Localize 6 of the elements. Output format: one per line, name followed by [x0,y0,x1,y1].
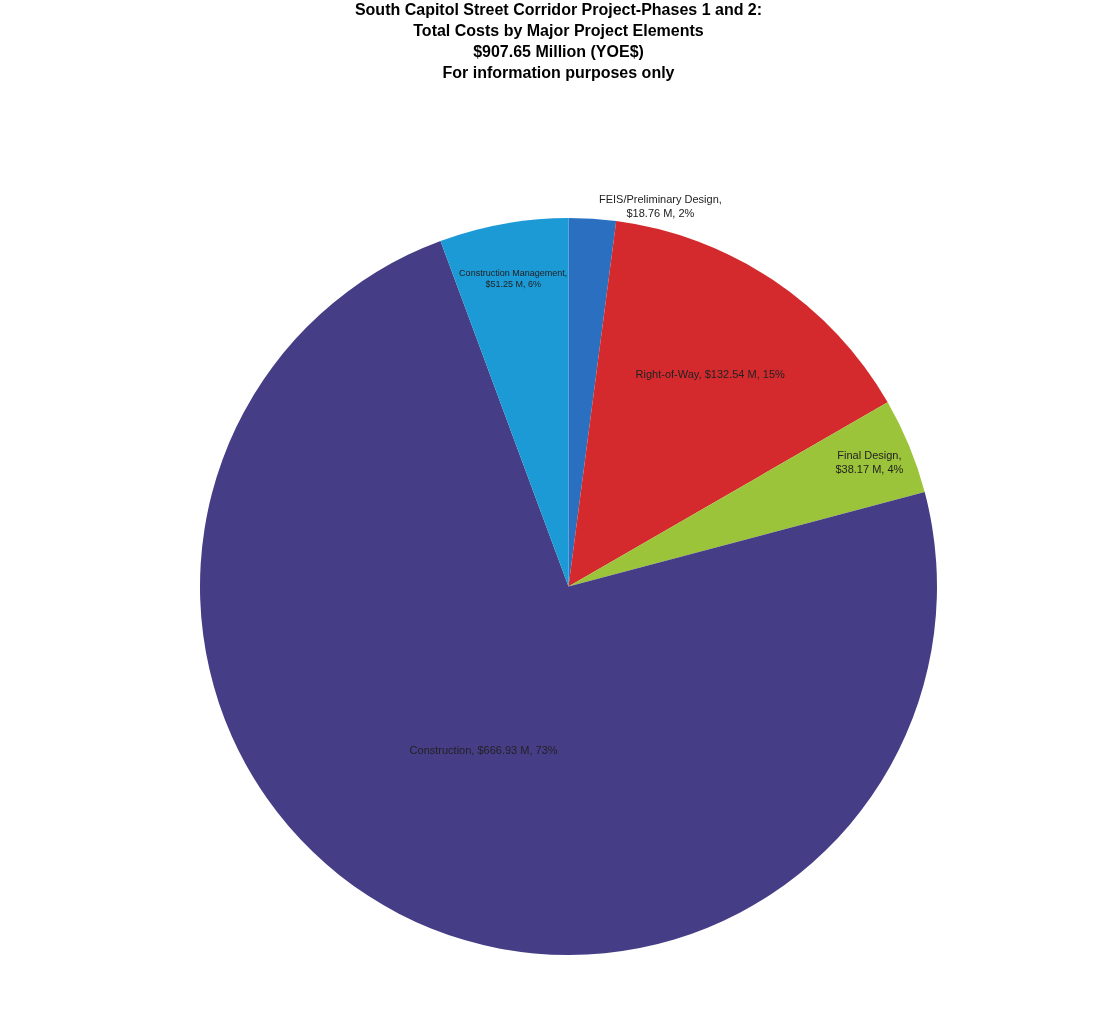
slice-label: FEIS/Preliminary Design, $18.76 M, 2% [598,192,722,219]
slice-label: Construction Management, $51.25 M, 6% [459,267,568,290]
chart-title: South Capitol Street Corridor Project-Phases 1 and 2: Total Costs by Major Project Elements $907.65 Million (YOE$) For information purposes only [354,1,763,81]
slice-label: Right-of-Way, $132.54 M, 15% [635,368,785,381]
slice-label: Final Design, $38.17 M, 4% [835,449,904,476]
slice-label: Construction, $666.93 M, 73% [409,744,558,757]
